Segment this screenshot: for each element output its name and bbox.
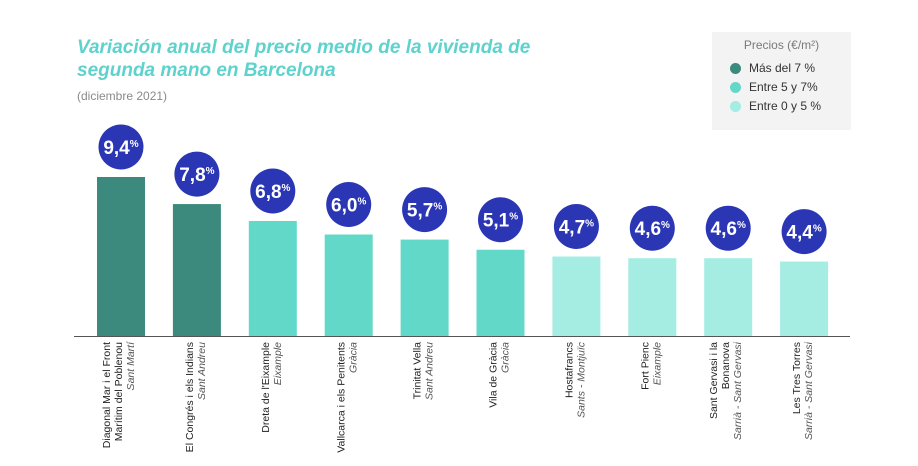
legend-label-high: Más del 7 % xyxy=(749,61,816,75)
category-label-10: Les Tres Torres Sarrià - Sant Gervasi xyxy=(791,341,815,440)
badge-circle xyxy=(402,187,448,233)
category-label-8: Fort Pienc Eixample xyxy=(639,342,663,390)
legend-swatch-mid xyxy=(730,82,741,93)
bar-4 xyxy=(324,234,373,336)
category-label-3: Dreta de l'Eixample Eixample xyxy=(260,342,284,433)
legend-label-low: Entre 0 y 5 % xyxy=(749,99,822,113)
value-badge-8: 4,6% xyxy=(629,205,675,251)
category-district: Sant Andreu xyxy=(424,342,436,400)
badge-circle xyxy=(98,124,144,170)
category-district: Gràcia xyxy=(348,342,360,373)
bars-group xyxy=(97,177,829,336)
value-badge-5: 5,7% xyxy=(402,187,448,233)
legend-swatch-high xyxy=(730,63,741,74)
chart-subtitle: (diciembre 2021) xyxy=(77,89,168,103)
bar-8 xyxy=(628,258,677,336)
category-name: El Congrés i els Indians xyxy=(184,342,196,452)
value-badge-9: 4,6% xyxy=(705,205,751,251)
category-name: Hostafrancs xyxy=(563,342,575,398)
value-badge-3: 6,8% xyxy=(250,168,296,214)
category-name: Sant Gervasi i la xyxy=(708,342,720,419)
bar-7 xyxy=(552,256,601,336)
chart-title: Variación anual del precio medio de la v… xyxy=(77,37,531,81)
category-name: Vallcarca i els Penitents xyxy=(336,342,348,453)
category-label-7: Hostafrancs Sants - Montjuïc xyxy=(563,341,587,418)
category-label-5: Trinitat Vella Sant Andreu xyxy=(412,342,436,400)
category-district: Sarrià - Sant Gervasi xyxy=(732,341,744,440)
value-badge-6: 5,1% xyxy=(478,197,523,243)
bar-5 xyxy=(400,239,449,336)
value-badge-7: 4,7% xyxy=(553,204,599,249)
badge-circle xyxy=(705,205,751,251)
value-badge-2: 7,8% xyxy=(174,151,220,197)
category-name: Diagonal Mar i el Front xyxy=(101,342,113,448)
value-badge-10: 4,4% xyxy=(781,209,827,255)
category-name: Marítim del Poblenou xyxy=(113,342,125,441)
bar-10 xyxy=(780,261,829,336)
category-name: Vila de Gràcia xyxy=(488,342,500,408)
category-district: Sant Andreu xyxy=(196,342,208,400)
category-district: Sant Martí xyxy=(125,341,137,391)
category-label-4: Vallcarca i els Penitents Gràcia xyxy=(336,342,360,453)
category-label-1: Diagonal Mar i el Front Marítim del Poble… xyxy=(101,341,137,448)
bar-6 xyxy=(476,249,525,336)
legend-swatch-low xyxy=(730,101,741,112)
category-label-2: El Congrés i els Indians Sant Andreu xyxy=(184,342,208,452)
value-badge-4: 6,0% xyxy=(326,182,372,228)
category-name: Les Tres Torres xyxy=(791,342,803,414)
bar-2 xyxy=(172,204,221,336)
badge-circle xyxy=(781,209,827,255)
badge-circle xyxy=(174,151,220,197)
category-name: Bonanova xyxy=(720,342,732,389)
badge-circle xyxy=(478,197,523,243)
category-name: Dreta de l'Eixample xyxy=(260,342,272,433)
category-name: Trinitat Vella xyxy=(412,342,424,400)
category-district: Gràcia xyxy=(500,342,512,373)
bar-3 xyxy=(248,220,297,336)
badge-circle xyxy=(250,168,296,214)
category-label-9: Sant Gervasi i la Bonanova Sarrià - Sant G… xyxy=(708,341,744,440)
badge-circle xyxy=(326,182,372,228)
category-name: Fort Pienc xyxy=(639,342,651,390)
badge-circle xyxy=(553,204,599,249)
legend-title: Precios (€/m²) xyxy=(743,38,820,52)
value-badge-1: 9,4% xyxy=(98,124,144,170)
category-district: Sarrià - Sant Gervasi xyxy=(803,341,815,440)
category-district: Sants - Montjuïc xyxy=(575,341,587,418)
badge-circle xyxy=(629,205,675,251)
category-district: Eixample xyxy=(272,342,284,385)
legend-label-mid: Entre 5 y 7% xyxy=(749,80,818,94)
bar-1 xyxy=(97,177,145,336)
category-label-6: Vila de Gràcia Gràcia xyxy=(488,342,512,408)
category-district: Eixample xyxy=(651,342,663,385)
category-labels: Diagonal Mar i el Front Marítim del Poble… xyxy=(101,341,815,453)
legend: Precios (€/m²) Más del 7 % Entre 5 y 7% … xyxy=(712,32,851,130)
value-badges: 9,4% 7,8% 6,8% 6,0% 5,7% 5,1% 4,7% 4,6% 4,6% 4,4% xyxy=(98,124,827,255)
bar-9 xyxy=(704,258,753,336)
